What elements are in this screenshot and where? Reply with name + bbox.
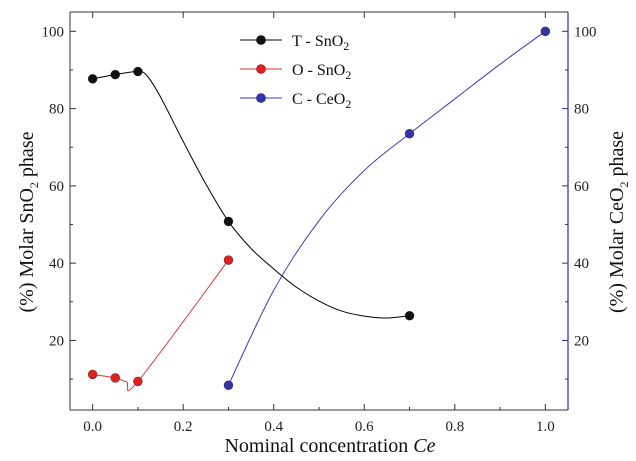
y-right-tick-label: 100 (574, 24, 597, 40)
data-point-c-ceo2 (540, 26, 551, 37)
legend-marker-o-sno2 (256, 64, 266, 74)
data-point-o-sno2 (110, 373, 121, 383)
x-tick-label: 0.0 (83, 419, 102, 435)
x-tick-label: 1.0 (536, 419, 555, 435)
data-point-t-sno2 (223, 216, 234, 227)
x-tick-label: 0.2 (174, 419, 193, 435)
data-point-t-sno2 (404, 310, 415, 321)
plot-frame (69, 11, 569, 411)
data-point-t-sno2 (133, 66, 143, 77)
y-axis-title-left: (%) Molar SnO2 phase (16, 131, 41, 312)
x-tick-label: 0.6 (355, 419, 374, 435)
legend-label-t-sno2: T - SnO2 (292, 33, 349, 53)
y-right-tick-label: 80 (574, 102, 589, 118)
legend-entry-o-sno2: O - SnO2 (240, 62, 351, 82)
legend-marker-c-ceo2 (256, 93, 266, 103)
x-tick-label: 0.8 (445, 419, 464, 435)
series-line-c-ceo2 (228, 30, 546, 386)
legend-entry-t-sno2: T - SnO2 (240, 33, 349, 53)
data-point-c-ceo2 (404, 128, 415, 139)
data-point-o-sno2 (133, 376, 143, 387)
y-axis-title-right: (%) Molar CeO2 phase (606, 131, 631, 313)
series-line-t-sno2 (92, 71, 410, 319)
data-point-c-ceo2 (223, 380, 234, 391)
y-left-tick-label: 40 (49, 256, 64, 272)
series-line-o-sno2 (92, 259, 229, 392)
y-right-tick-label: 60 (574, 179, 589, 195)
series-t-sno2 (87, 66, 415, 321)
y-left-tick-label: 60 (49, 179, 64, 195)
y-right-tick-label: 20 (574, 333, 589, 349)
ticks-layer: 0.0 0.2 0.4 0.6 0.8 1.0 20 40 60 80 100 20 40 60 80 100 (42, 12, 597, 435)
legend-entry-c-ceo2: C - CeO2 (240, 91, 351, 111)
series-layer (87, 26, 551, 392)
legend: T - SnO2 O - SnO2 C - CeO2 (240, 33, 351, 111)
data-point-t-sno2 (110, 69, 121, 80)
legend-marker-t-sno2 (256, 35, 266, 45)
data-point-o-sno2 (87, 369, 98, 380)
y-left-tick-label: 80 (49, 102, 64, 118)
y-left-tick-label: 20 (49, 333, 64, 349)
data-point-t-sno2 (87, 74, 98, 84)
x-axis-title: Nominal concentration Ce (224, 435, 435, 457)
data-point-o-sno2 (223, 255, 234, 265)
series-c-ceo2 (223, 26, 551, 391)
y-right-tick-label: 40 (574, 256, 589, 272)
legend-label-o-sno2: O - SnO2 (292, 62, 351, 82)
y-left-tick-label: 100 (42, 24, 65, 40)
series-o-sno2 (87, 255, 234, 392)
legend-label-c-ceo2: C - CeO2 (292, 91, 351, 111)
x-tick-label: 0.4 (264, 419, 283, 435)
